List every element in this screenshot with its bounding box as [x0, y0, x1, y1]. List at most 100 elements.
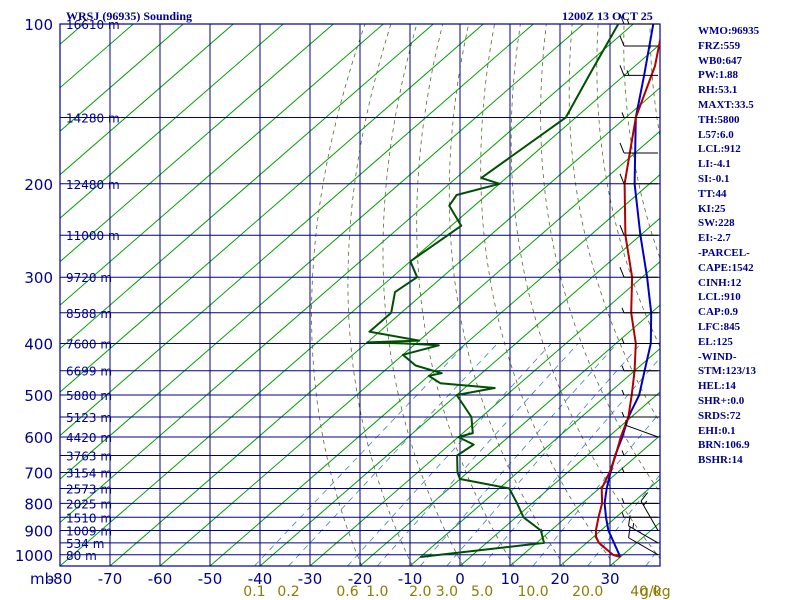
wind-barb-half-flag [632, 523, 635, 529]
index-line: LFC:845 [698, 320, 741, 333]
wind-barb-flag [619, 173, 625, 184]
temperature-tick-label: 0 [455, 570, 465, 588]
wind-barb-half-flag [621, 450, 625, 456]
mixing-ratio-line [254, 343, 467, 566]
height-label: 9720 m [66, 271, 112, 285]
wind-barb [621, 450, 658, 456]
isotherm-line [409, 347, 660, 566]
index-line: CAPE:1542 [698, 261, 754, 274]
wind-barb-half-flag [621, 112, 625, 118]
wind-barb [621, 411, 658, 418]
wind-barb [621, 365, 658, 372]
height-label: 12480 m [66, 178, 120, 192]
index-line: WB0:647 [698, 54, 742, 67]
wind-barb-staff [625, 424, 659, 438]
pressure-tick-label: 300 [24, 269, 53, 287]
index-line: CINH:12 [698, 276, 742, 289]
height-label: 14280 m [66, 111, 120, 125]
pressure-unit-label: mb [30, 570, 54, 588]
pressure-tick-label: 200 [24, 176, 53, 194]
dry-adiabat-line [347, 24, 413, 566]
mixing-ratio-line [347, 343, 552, 566]
index-line: FRZ:559 [698, 39, 741, 52]
parcel-trace [603, 24, 655, 558]
dry-adiabat-line [480, 24, 616, 566]
height-label: 11000 m [66, 229, 120, 243]
wind-barb [621, 467, 658, 474]
height-label: 1510 m [66, 511, 112, 525]
isotherm-line [60, 24, 184, 132]
wind-barb-flag [619, 13, 625, 25]
index-line: EL:125 [698, 335, 733, 348]
wind-barb-half-flag [621, 411, 625, 418]
dry-adiabat-line [416, 24, 515, 566]
temperature-tick-label: -30 [298, 570, 323, 588]
index-line: BRN:106.9 [698, 439, 750, 452]
isotherm-line [60, 24, 384, 306]
isotherm-line [60, 24, 584, 480]
wind-barb [621, 389, 658, 396]
wind-barb-half-flag [621, 498, 625, 504]
temperature-axis-labels: mb-80 -70 -60 -50 -40 -30 -20 -10 0 10 20 30 [30, 570, 620, 588]
mixing-ratio-label: 3.0 [436, 584, 458, 600]
mixing-ratio-label: 0.2 [277, 584, 299, 600]
height-label: 6699 m [66, 365, 112, 379]
plot-frame [59, 23, 661, 567]
pressure-axis-labels: 100 200 300 400 500 600 700 800 900 1000 [15, 16, 53, 565]
mixing-ratio-labels: 0.1 0.2 0.6 1.0 2.0 3.0 5.0 10.0 20.0 40.0g/kg [243, 584, 670, 600]
wind-barb-half-flag [626, 18, 630, 25]
index-line: BSHR:14 [698, 454, 743, 467]
height-label: 2025 m [66, 497, 112, 511]
temperature-tick-label: -70 [98, 570, 123, 588]
mixing-ratio-label: 40.0 [630, 584, 661, 600]
mixing-ratio-line [446, 343, 642, 566]
temperature-tick-label: 20 [550, 570, 569, 588]
index-line: EI:-2.7 [698, 232, 731, 245]
isotherm-line [159, 130, 660, 566]
index-line: SW:228 [698, 217, 735, 230]
isotherm-line [60, 24, 434, 350]
index-line: TH:5800 [698, 113, 740, 126]
dry-adiabat-line [510, 24, 660, 560]
wind-barb [619, 142, 658, 154]
index-line: LCL:912 [698, 143, 741, 156]
height-label: 1009 m [66, 524, 112, 538]
wind-barb [619, 267, 658, 278]
wind-barb-staff [640, 500, 659, 531]
mixing-ratio-label: 1.0 [366, 584, 388, 600]
mixing-ratio-line [419, 343, 618, 566]
dry-adiabat-lines [311, 24, 660, 566]
isotherm-line [60, 24, 484, 393]
mixing-ratio-label: 10.0 [517, 584, 548, 600]
height-labels: 16610 m 14280 m 12480 m 11000 m 9720 m 8588 m… [66, 18, 120, 563]
wind-barb [628, 527, 659, 556]
wind-barb-flag [640, 492, 649, 502]
isotherm-line [109, 87, 660, 566]
temperature-tick-label: 30 [600, 570, 619, 588]
isotherm-line [359, 304, 660, 566]
index-line: -WIND- [698, 350, 737, 363]
wind-barb [625, 419, 659, 438]
index-line: RH:53.1 [698, 84, 738, 97]
mixing-ratio-label: 0.1 [243, 584, 265, 600]
temperature-tick-label: -50 [198, 570, 223, 588]
temperature-grid-lines [59, 24, 661, 566]
index-line: CAP:0.9 [698, 306, 739, 319]
index-line: STM:123/13 [698, 365, 757, 378]
wind-barb [621, 307, 658, 314]
mixing-ratio-line [376, 343, 579, 566]
index-line: HEL:14 [698, 380, 736, 393]
mixing-ratio-lines [254, 343, 660, 566]
wind-barb-flag [628, 527, 631, 538]
isotherm-line [60, 43, 660, 566]
temperature-tick-label: 10 [500, 570, 519, 588]
wind-barb-half-flag [621, 365, 625, 371]
wind-barb [621, 112, 658, 118]
pressure-tick-label: 600 [24, 429, 53, 447]
index-line: -PARCEL- [698, 246, 750, 259]
wind-barb [640, 492, 659, 531]
wind-barb-half-flag [621, 307, 625, 313]
wind-barb-staff [628, 525, 659, 544]
index-line: KI:25 [698, 202, 726, 215]
pressure-tick-label: 400 [24, 336, 53, 354]
